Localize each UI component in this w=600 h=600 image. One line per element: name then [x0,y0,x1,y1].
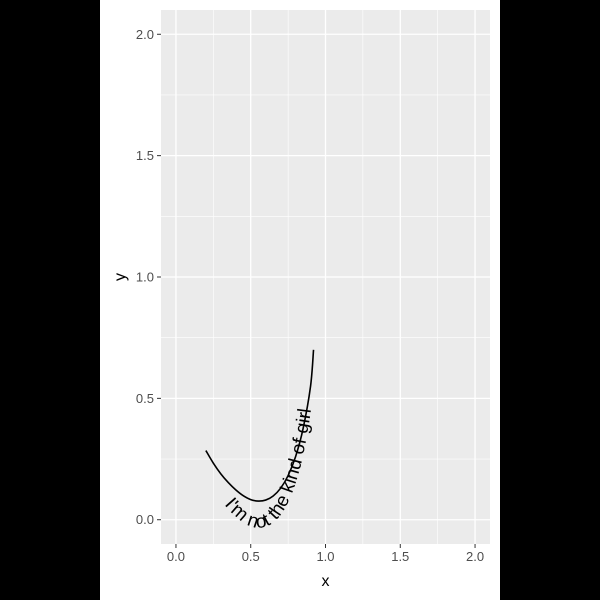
y-tick-label: 1.5 [136,148,154,163]
line-chart: I'm not the kind of girl 0.0 0.5 1.0 1.5 2.0… [112,10,490,590]
y-tick-label: 2.0 [136,27,154,42]
series-line [205,349,315,502]
y-axis-title: y [112,273,129,281]
x-tick-label: 0.5 [242,549,260,564]
y-tick-label: 0.5 [136,391,154,406]
y-tick-label: 1.0 [136,270,154,285]
y-axis: 0.0 0.5 1.0 1.5 2.0 [136,27,161,527]
x-tick-label: 1.0 [316,549,334,564]
figure: I'm not the kind of girl 0.0 0.5 1.0 1.5 2.0… [100,0,500,600]
series-layer [205,349,315,502]
x-axis-title: x [322,573,330,590]
x-tick-label: 2.0 [466,549,484,564]
grid-major [161,10,490,544]
y-tick-label: 0.0 [136,512,154,527]
x-axis: 0.0 0.5 1.0 1.5 2.0 [167,544,484,564]
x-tick-label: 0.0 [167,549,185,564]
x-tick-label: 1.5 [391,549,409,564]
